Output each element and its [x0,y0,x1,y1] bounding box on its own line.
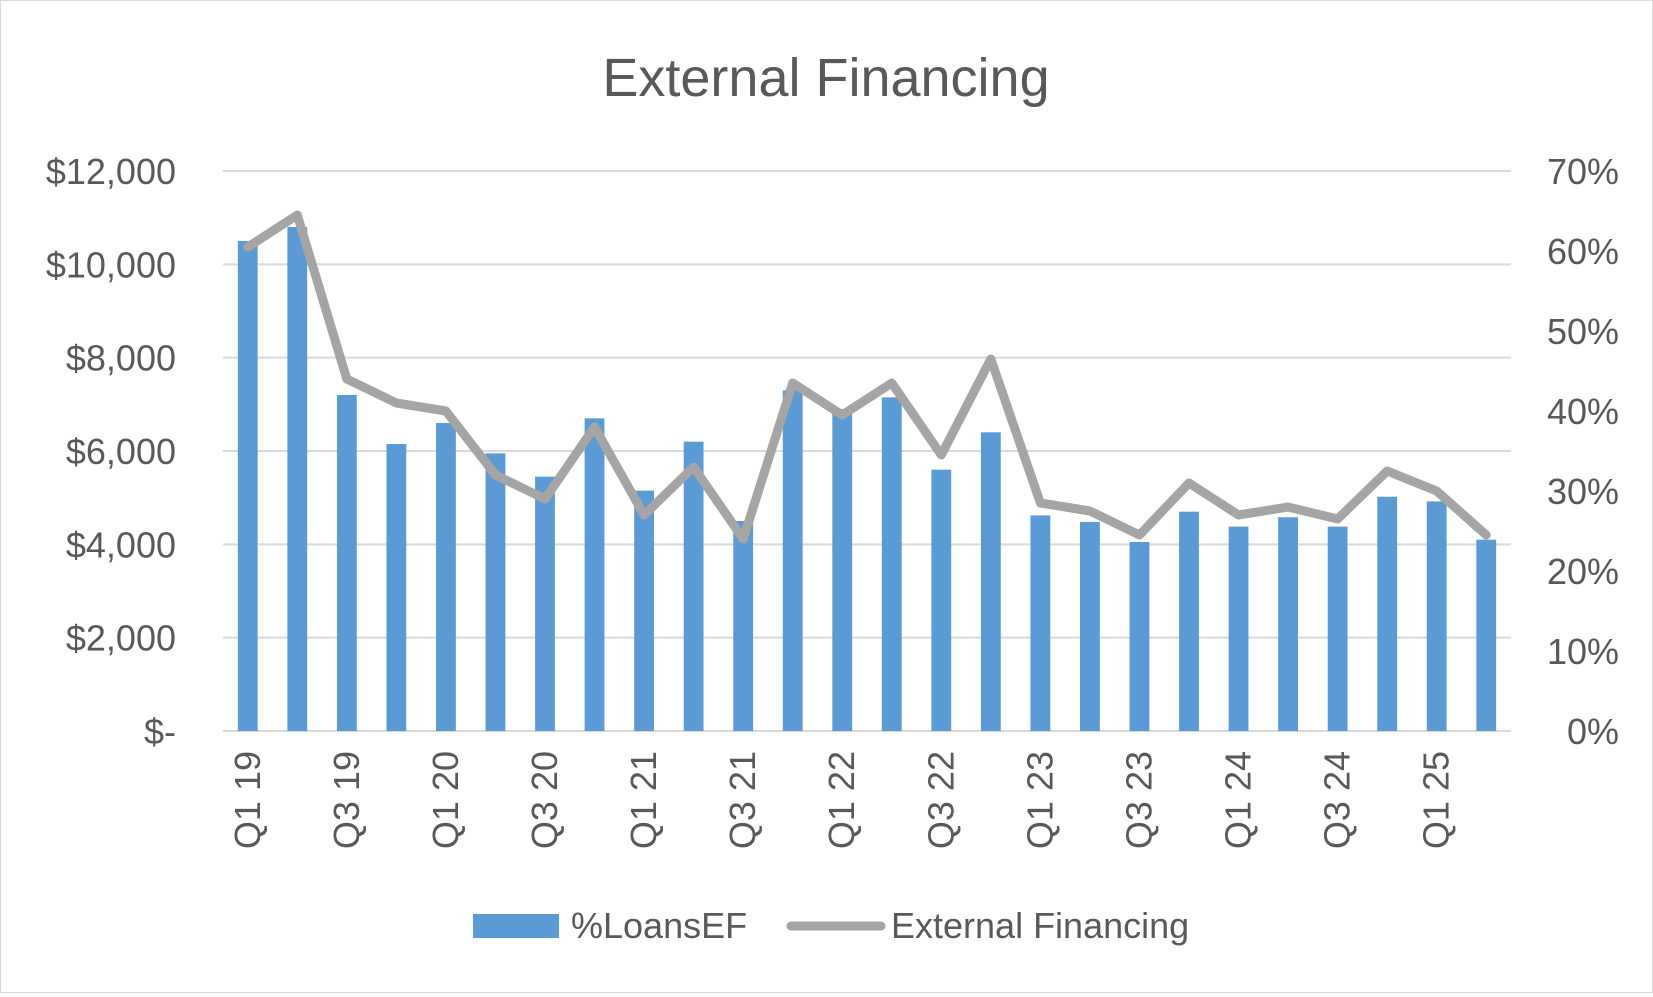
bar [1278,517,1298,731]
bar [485,453,506,731]
x-axis-tick-label: Q1 25 [1416,751,1457,849]
x-axis-tick-label: Q3 24 [1317,751,1358,849]
x-axis-tick-label: Q3 19 [326,751,367,849]
right-axis-tick-label: 50% [1547,311,1619,352]
legend-label: External Financing [891,905,1189,946]
right-axis-tick-label: 60% [1547,231,1619,272]
bar [980,432,1001,731]
left-y-axis: $- $2,000 $4,000 $6,000 $8,000 $10,000 $12,000 [46,151,176,752]
bar-series [237,227,1497,731]
bar [1426,501,1447,731]
x-axis-tick-label: Q3 20 [524,751,565,849]
left-axis-tick-label: $- [144,711,176,752]
x-axis-tick-label: Q1 19 [227,751,268,849]
x-axis-tick-label: Q1 24 [1218,751,1259,849]
x-axis-tick-label: Q3 22 [920,751,961,849]
bar [287,227,308,731]
left-axis-tick-label: $12,000 [46,151,176,192]
right-axis-tick-label: 40% [1547,391,1619,432]
bar [683,441,704,731]
x-axis-tick-label: Q1 21 [623,751,664,849]
legend: %LoansEF External Financing [473,905,1189,946]
right-axis-tick-label: 70% [1547,151,1619,192]
left-axis-tick-label: $6,000 [66,431,176,472]
right-axis-tick-label: 20% [1547,551,1619,592]
bar [1377,496,1398,731]
right-axis-tick-label: 30% [1547,471,1619,512]
bar [634,490,654,731]
right-y-axis: 0% 10% 20% 30% 40% 50% 60% 70% [1547,151,1619,752]
x-axis-tick-label: Q3 23 [1118,751,1159,849]
left-axis-tick-label: $10,000 [46,244,176,285]
right-axis-tick-label: 10% [1547,631,1619,672]
bar [386,444,407,731]
legend-swatch-bar [473,914,559,938]
bar [237,241,258,731]
bar [1129,542,1150,731]
line-series [243,210,1491,544]
bar [584,418,605,731]
bar [1179,511,1199,731]
bar [1228,526,1249,731]
bar [336,395,357,731]
bar [436,423,456,731]
x-axis-tick-label: Q1 20 [425,751,466,849]
chart-title: External Financing [602,48,1049,108]
legend-label: %LoansEF [571,905,747,946]
gridlines [223,170,1511,732]
left-axis-tick-label: $2,000 [66,618,176,659]
left-axis-tick-label: $4,000 [66,524,176,565]
bar [931,469,952,731]
bar [1327,526,1348,731]
bar [782,390,803,731]
right-axis-tick-label: 0% [1567,711,1619,752]
bar [832,409,853,731]
bar [733,521,754,731]
bar [1030,515,1051,731]
bar [535,476,555,731]
x-axis-tick-label: Q1 23 [1019,751,1060,849]
x-axis-tick-label: Q3 21 [722,751,763,849]
x-axis-tick-label: Q1 22 [821,751,862,849]
bar [1476,539,1497,731]
bar [1080,521,1100,731]
bar [881,397,902,731]
x-axis: Q1 19 Q3 19 Q1 20 Q3 20 Q1 21 Q3 21 Q1 22 Q3 22… [227,751,1457,849]
left-axis-tick-label: $8,000 [66,338,176,379]
external-financing-line [243,210,1491,544]
